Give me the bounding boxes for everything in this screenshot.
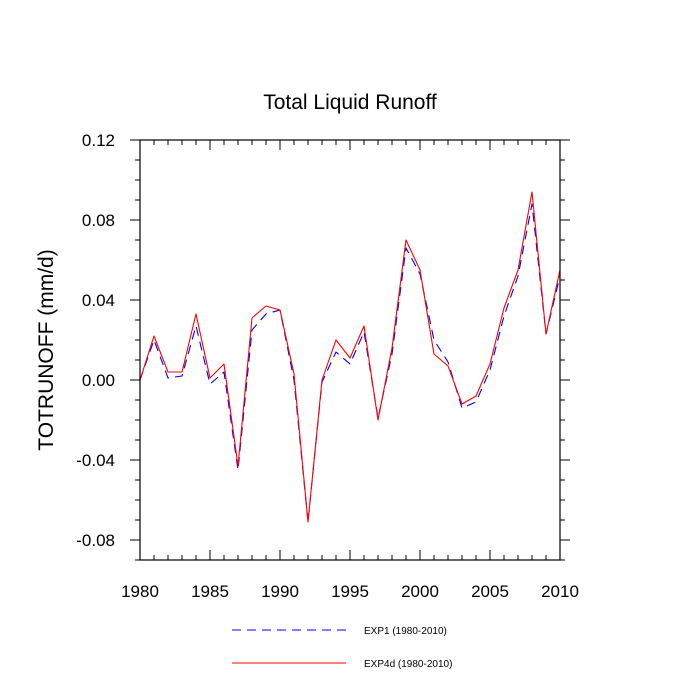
legend-label-exp4d: EXP4d (1980-2010) <box>364 659 452 670</box>
x-tick-label: 1995 <box>331 582 369 601</box>
legend-label-exp1: EXP1 (1980-2010) <box>364 626 447 637</box>
y-tick-label: 0.12 <box>82 131 115 150</box>
x-tick-label: 2005 <box>471 582 509 601</box>
legend: EXP1 (1980-2010) EXP4d (1980-2010) <box>232 626 452 670</box>
x-tick-label: 2010 <box>541 582 579 601</box>
series-line-exp4d <box>139 191 561 523</box>
y-tick-label: -0.04 <box>76 451 115 470</box>
y-axis-label: TOTRUNOFF (mm/d) <box>35 249 58 450</box>
y-tick-label: -0.08 <box>76 531 115 550</box>
y-tick-label: 0.08 <box>82 211 115 230</box>
series-line-exp1 <box>139 203 561 523</box>
plot-frame <box>139 139 561 561</box>
x-tick-label: 1990 <box>261 582 299 601</box>
x-tick-label: 1985 <box>191 582 229 601</box>
x-tick-label: 2000 <box>401 582 439 601</box>
chart-title: Total Liquid Runoff <box>263 91 437 114</box>
y-tick-label: 0.04 <box>82 291 115 310</box>
x-tick-label: 1980 <box>121 582 159 601</box>
y-tick-label: 0.00 <box>82 371 115 390</box>
